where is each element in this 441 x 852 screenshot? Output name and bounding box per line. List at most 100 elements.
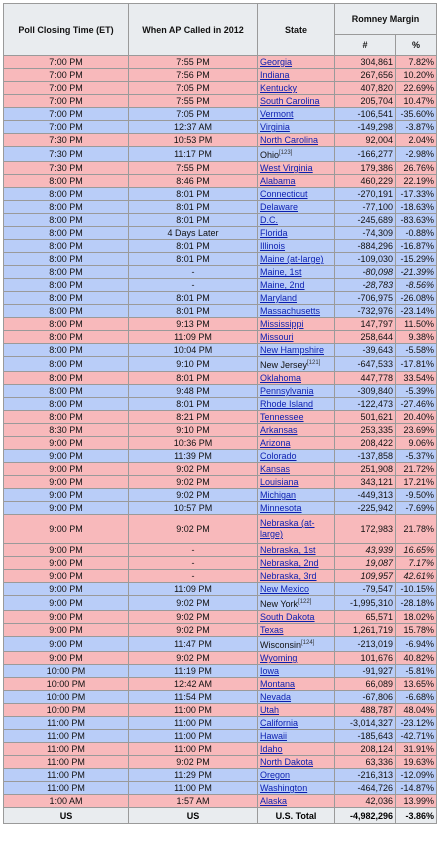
state-link[interactable]: Hawaii (260, 731, 288, 741)
state-link[interactable]: West Virginia (260, 163, 313, 173)
ap-called-cell: 11:29 PM (128, 768, 258, 782)
state-link[interactable]: Connecticut (260, 189, 308, 199)
state-link[interactable]: Nevada (260, 692, 292, 702)
margin-num-cell: 92,004 (334, 133, 396, 147)
margin-num-cell: 172,983 (334, 514, 396, 544)
state-link[interactable]: Maine, 2nd (260, 280, 305, 290)
footnote-ref[interactable]: [123] (279, 150, 293, 156)
state-cell: Florida (257, 226, 335, 240)
ap-called-cell: 8:46 PM (128, 174, 258, 188)
state-link[interactable]: Vermont (260, 109, 294, 119)
ap-called-cell: 7:55 PM (128, 94, 258, 108)
footnote-ref[interactable]: [124] (301, 640, 315, 646)
state-link[interactable]: Mississippi (260, 319, 304, 329)
state-link[interactable]: Delaware (260, 202, 299, 212)
state-link[interactable]: Idaho (260, 744, 283, 754)
state-link[interactable]: Rhode Island (260, 399, 314, 409)
margin-num-cell: 304,861 (334, 55, 396, 69)
ap-called-cell: 1:57 AM (128, 794, 258, 808)
state-link[interactable]: Pennsylvania (260, 386, 314, 396)
state-cell: Washington (257, 781, 335, 795)
margin-pct-cell: -8.56% (394, 278, 438, 292)
margin-num-cell: 208,422 (334, 436, 396, 450)
state-link[interactable]: Washington (260, 783, 308, 793)
state-cell: Arizona (257, 436, 335, 450)
state-link[interactable]: Virginia (260, 122, 290, 132)
total-c1: US (3, 807, 129, 824)
state-link[interactable]: Maine (at-large) (260, 254, 324, 264)
state-link[interactable]: South Dakota (260, 612, 315, 622)
state-link[interactable]: Georgia (260, 57, 293, 67)
ap-called-cell: 11:47 PM (128, 636, 258, 652)
state-link[interactable]: South Carolina (260, 96, 320, 106)
state-link[interactable]: Nebraska, 1st (260, 545, 316, 555)
state-link[interactable]: Kansas (260, 464, 291, 474)
state-link[interactable]: D.C. (260, 215, 278, 225)
footnote-ref[interactable]: [121] (307, 360, 321, 366)
poll-closing-cell: 7:00 PM (3, 120, 129, 134)
table-row: 8:00 PM 8:21 PM Tennessee 501,621 20.40% (3, 410, 438, 424)
poll-closing-cell: 7:00 PM (3, 107, 129, 121)
state-link[interactable]: Louisiana (260, 477, 299, 487)
state-link[interactable]: New Hampshire (260, 345, 325, 355)
margin-num-cell: -122,473 (334, 397, 396, 411)
state-link[interactable]: California (260, 718, 299, 728)
margin-num-cell: -106,541 (334, 107, 396, 121)
state-link[interactable]: Maryland (260, 293, 298, 303)
state-cell: South Carolina (257, 94, 335, 108)
state-link[interactable]: North Dakota (260, 757, 314, 767)
state-link[interactable]: Utah (260, 705, 280, 715)
state-link[interactable]: Minnesota (260, 503, 302, 513)
state-link[interactable]: Michigan (260, 490, 297, 500)
poll-closing-cell: 8:00 PM (3, 200, 129, 214)
state-link[interactable]: Colorado (260, 451, 297, 461)
state-link[interactable]: Missouri (260, 332, 294, 342)
state-link[interactable]: Florida (260, 228, 288, 238)
footnote-ref[interactable]: [122] (298, 599, 312, 605)
table-row: 7:00 PM 7:05 PM Vermont -106,541 -35.60% (3, 107, 438, 121)
state-cell: Iowa (257, 664, 335, 678)
margin-pct-cell: -5.81% (394, 664, 438, 678)
ap-called-cell: 4 Days Later (128, 226, 258, 240)
ap-called-cell: 8:01 PM (128, 304, 258, 318)
ap-called-cell: 9:02 PM (128, 475, 258, 489)
poll-closing-cell: 8:00 PM (3, 384, 129, 398)
state-link[interactable]: Arkansas (260, 425, 298, 435)
state-link[interactable]: Oregon (260, 770, 291, 780)
state-link[interactable]: Nebraska (at-large) (260, 518, 315, 539)
state-link[interactable]: Nebraska, 2nd (260, 558, 319, 568)
state-link[interactable]: Wyoming (260, 653, 298, 663)
state-link[interactable]: Texas (260, 625, 284, 635)
state-link[interactable]: North Carolina (260, 135, 319, 145)
state-link[interactable]: Massachusetts (260, 306, 321, 316)
ap-called-cell: 11:00 PM (128, 729, 258, 743)
state-link[interactable]: Alabama (260, 176, 296, 186)
margin-num-cell: 19,087 (334, 556, 396, 570)
state-link[interactable]: New Mexico (260, 584, 310, 594)
results-table: Poll Closing Time (ET) When AP Called in… (3, 3, 438, 824)
margin-pct-cell: -2.98% (394, 146, 438, 162)
state-link[interactable]: Iowa (260, 666, 280, 676)
margin-num-cell: 251,908 (334, 462, 396, 476)
total-label: U.S. Total (257, 807, 335, 824)
state-link[interactable]: Arizona (260, 438, 291, 448)
state-link[interactable]: Maine, 1st (260, 267, 302, 277)
state-link[interactable]: Indiana (260, 70, 290, 80)
state-cell: Wyoming (257, 651, 335, 665)
margin-num-cell: -1,995,310 (334, 595, 396, 611)
table-row: 11:00 PM 11:29 PM Oregon -216,313 -12.09% (3, 768, 438, 782)
state-link[interactable]: Tennessee (260, 412, 304, 422)
state-link[interactable]: Alaska (260, 796, 288, 806)
margin-pct-cell: -28.18% (394, 595, 438, 611)
state-link[interactable]: Illinois (260, 241, 286, 251)
state-link[interactable]: Nebraska, 3rd (260, 571, 317, 581)
state-link[interactable]: Kentucky (260, 83, 298, 93)
table-row: 7:00 PM 7:55 PM Georgia 304,861 7.82% (3, 55, 438, 69)
state-link[interactable]: Montana (260, 679, 296, 689)
margin-pct-cell: 19.63% (394, 755, 438, 769)
ap-called-cell: 9:48 PM (128, 384, 258, 398)
state-link[interactable]: Oklahoma (260, 373, 302, 383)
margin-num-cell: -449,313 (334, 488, 396, 502)
margin-num-cell: 208,124 (334, 742, 396, 756)
table-row: 11:00 PM 11:00 PM California -3,014,327 -23.… (3, 716, 438, 730)
